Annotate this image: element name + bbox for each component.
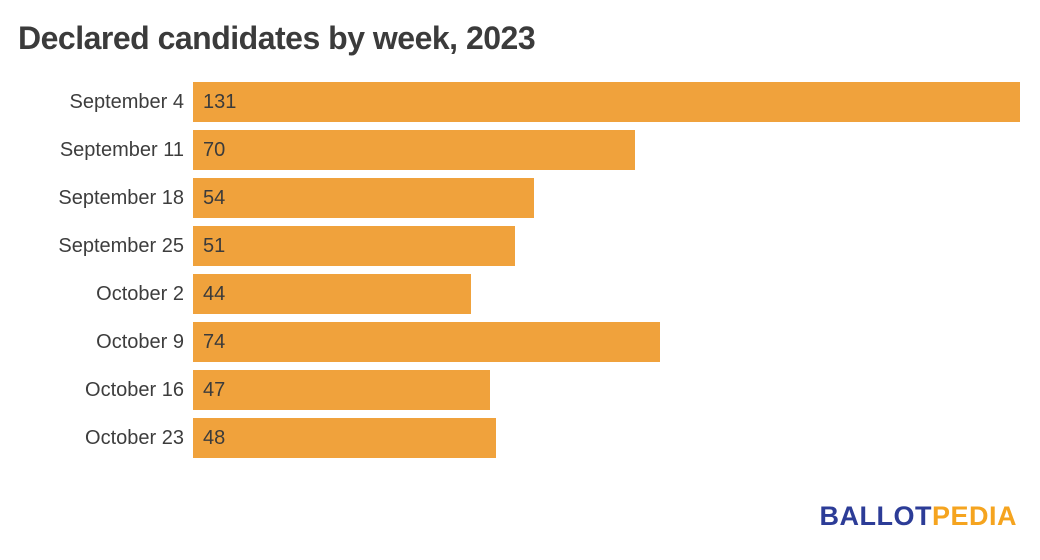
- logo-pedia: PEDIA: [931, 501, 1017, 531]
- category-label: October 9: [96, 330, 184, 353]
- bar-value-label: 74: [203, 330, 226, 353]
- bar-track: 51: [193, 226, 1020, 266]
- bar-track: 54: [193, 178, 1020, 218]
- bar-value-label: 44: [203, 282, 226, 305]
- ballotpedia-logo: BALLOTPEDIA: [819, 501, 1017, 532]
- bar-track: 47: [193, 370, 1020, 410]
- bar: 51: [193, 226, 515, 266]
- bar: 74: [193, 322, 661, 362]
- bar-row: October 2 44: [0, 274, 1040, 314]
- bar: 48: [193, 418, 497, 458]
- category-label: October 16: [85, 378, 184, 401]
- bar-row: October 23 48: [0, 418, 1040, 458]
- bar-value-label: 51: [203, 234, 226, 257]
- category-label: October 23: [85, 426, 184, 449]
- bar-row: October 9 74: [0, 322, 1040, 362]
- bar-value-label: 131: [203, 90, 237, 113]
- category-label: September 25: [58, 234, 184, 257]
- bar: 54: [193, 178, 534, 218]
- bar: 47: [193, 370, 490, 410]
- bar-value-label: 54: [203, 186, 226, 209]
- bar-row: October 16 47: [0, 370, 1040, 410]
- bar-row: September 25 51: [0, 226, 1040, 266]
- category-label: September 4: [69, 90, 184, 113]
- category-label: September 11: [59, 138, 184, 161]
- logo-ballot: BALLOT: [819, 501, 932, 531]
- bar-row: September 11 70: [0, 130, 1040, 170]
- bar-track: 70: [193, 130, 1020, 170]
- category-label: October 2: [96, 282, 184, 305]
- bar: 44: [193, 274, 471, 314]
- category-label: September 18: [58, 186, 184, 209]
- bar-value-label: 47: [203, 378, 226, 401]
- bar-track: 74: [193, 322, 1020, 362]
- bar-row: September 4 131: [0, 82, 1040, 122]
- bar-track: 44: [193, 274, 1020, 314]
- bar-value-label: 48: [203, 426, 226, 449]
- bar-value-label: 70: [203, 138, 226, 161]
- bar-row: September 18 54: [0, 178, 1040, 218]
- chart-title: Declared candidates by week, 2023: [18, 20, 536, 56]
- bar: 131: [193, 82, 1020, 122]
- bar: 70: [193, 130, 635, 170]
- bar-track: 131: [193, 82, 1020, 122]
- bar-track: 48: [193, 418, 1020, 458]
- bar-rows: September 4 131 September 11 70 September 18…: [0, 82, 1040, 466]
